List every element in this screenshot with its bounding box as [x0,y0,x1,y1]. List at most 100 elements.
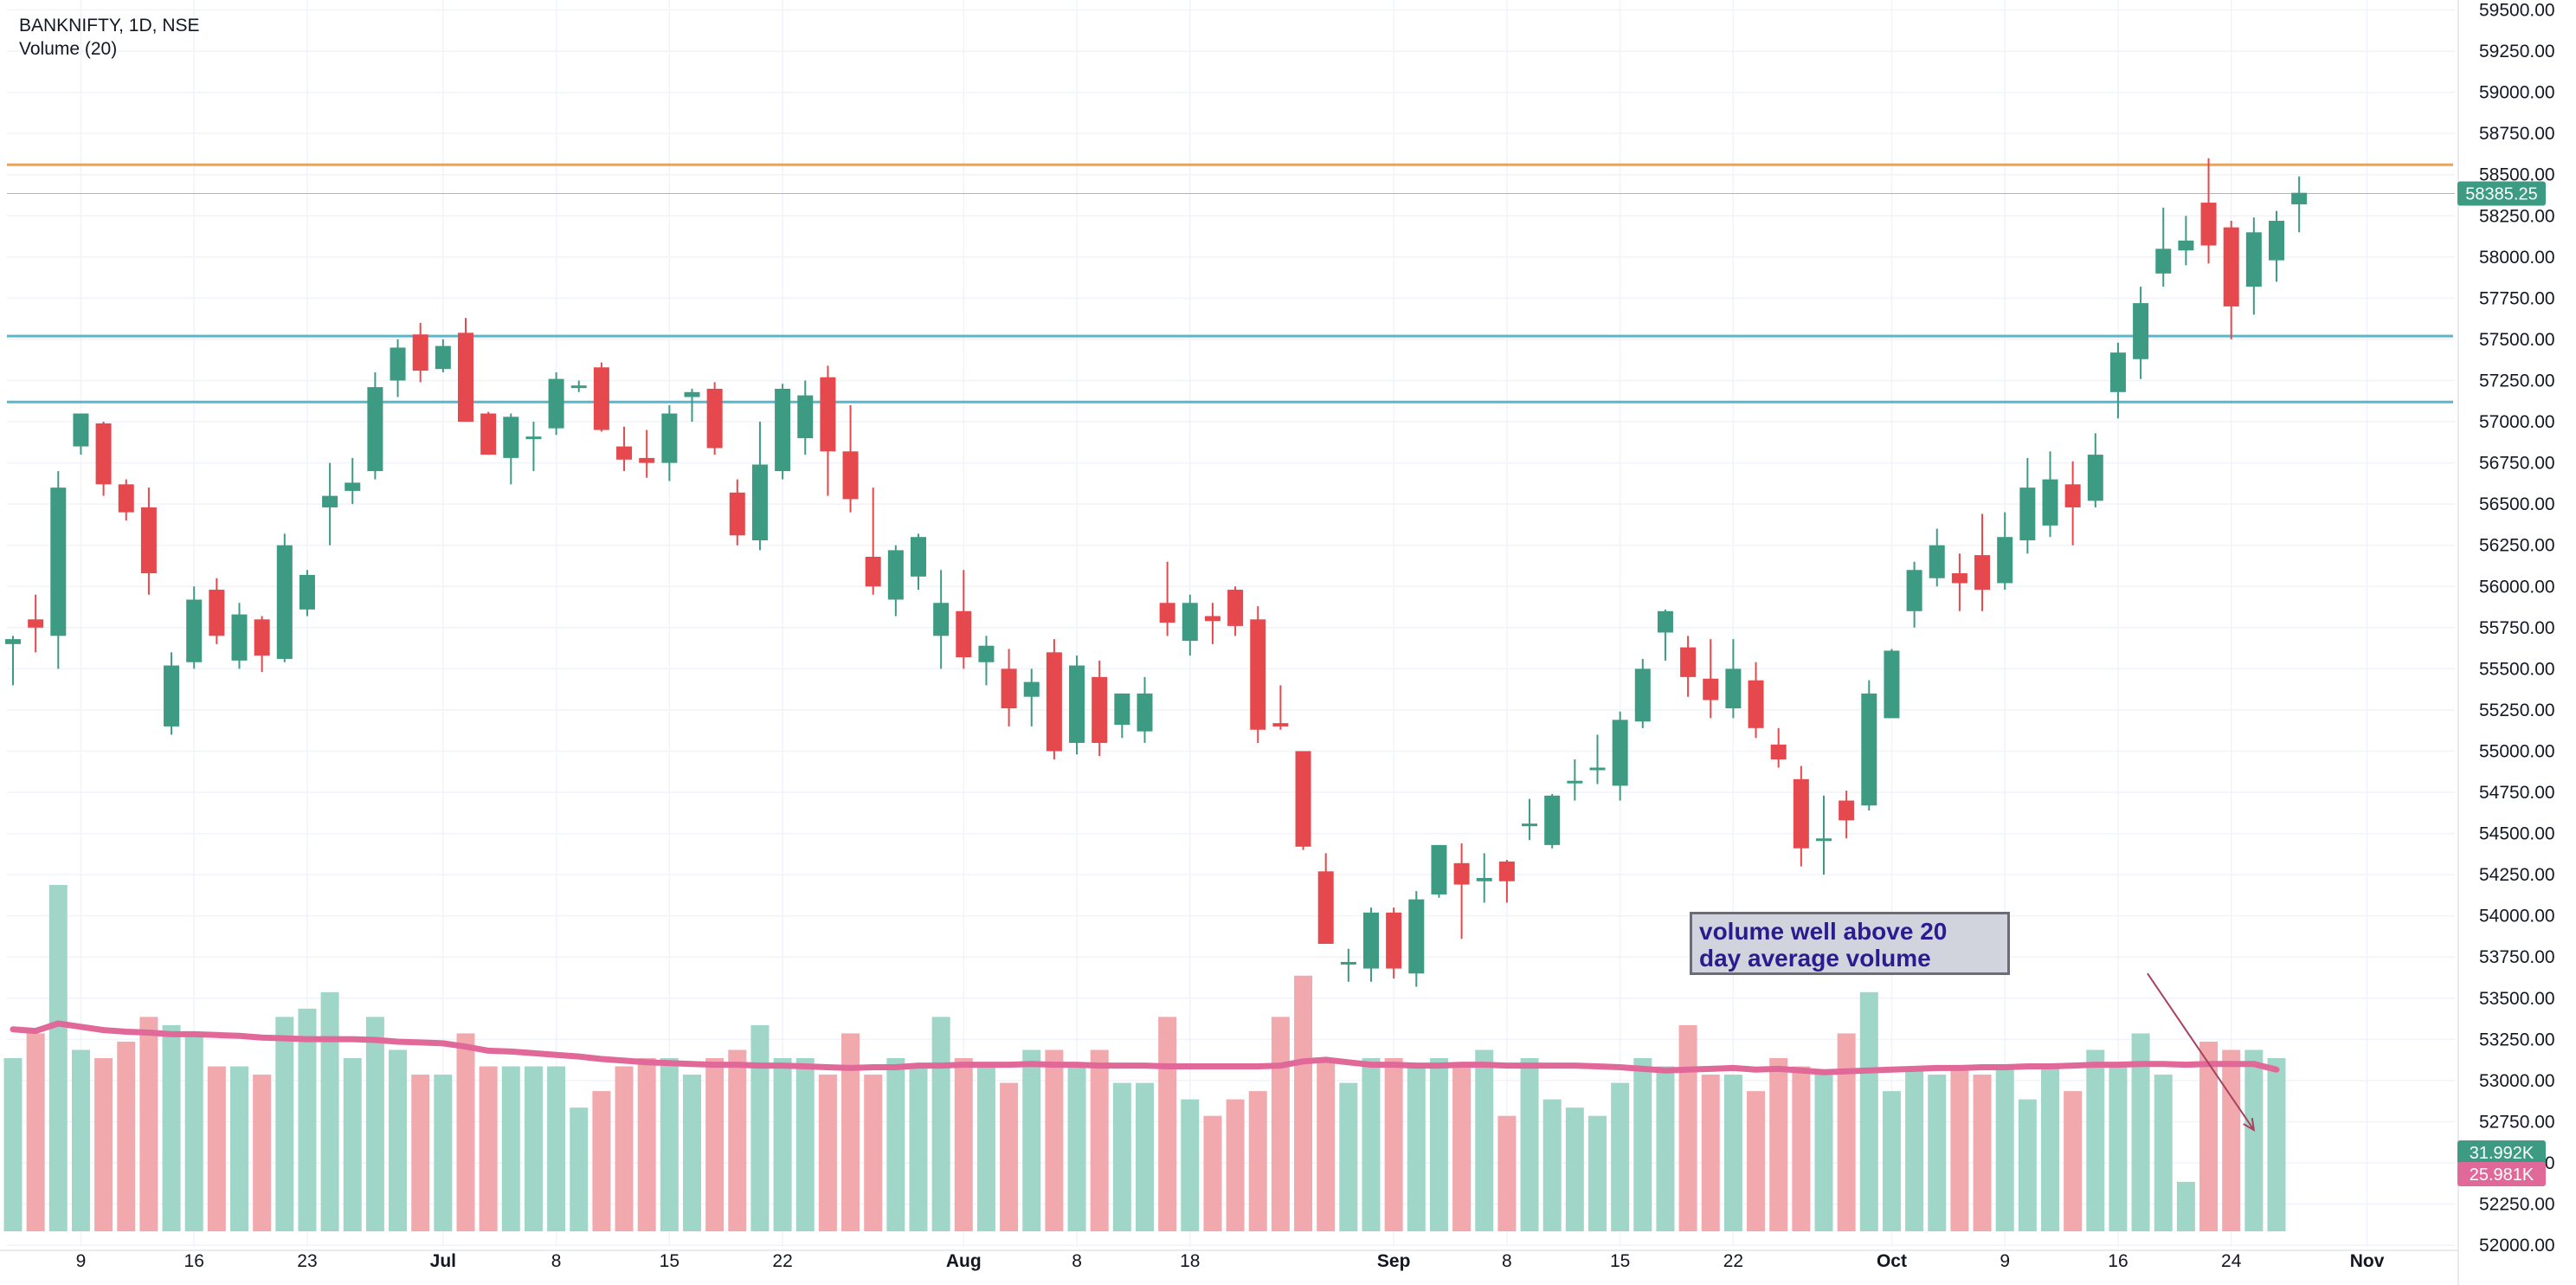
y-tick-label: 53250.00 [2479,1030,2555,1049]
candle-body [254,619,270,656]
candle-body [1770,744,1787,759]
candle-body [616,446,633,460]
volume-bar [1271,1017,1290,1231]
x-tick-label: 18 [1180,1251,1200,1271]
x-tick-label: 8 [551,1251,562,1271]
candle-body [1001,668,1017,709]
candle-body [2155,249,2172,274]
candle-body [2178,240,2194,251]
volume-bar [1611,1082,1630,1231]
candle-body [1725,668,1742,709]
volume-bar [728,1049,747,1231]
candles [5,158,2308,987]
horizontal-lines[interactable] [7,163,2455,404]
candle-body [1092,676,1108,743]
axis-tags: 58385.25 31.992K 25.981K [2457,181,2546,1186]
volume-bar [365,1017,384,1231]
candle-body [50,488,67,636]
volume-bar [864,1075,883,1231]
volume-bar [275,1017,294,1231]
x-tick-label: 16 [184,1251,204,1271]
volume-bar [1407,1066,1426,1231]
candle-body [911,537,926,577]
volume-bar [570,1107,589,1231]
volume-bar [660,1058,679,1231]
x-tick-label: Nov [2350,1251,2385,1271]
annotation-arrow[interactable] [2147,972,2255,1131]
volume-bar [1384,1058,1403,1231]
candle-body [1295,751,1311,847]
candle-body [570,385,587,389]
x-tick-label: 15 [660,1251,679,1271]
annotation-note[interactable]: volume well above 20 day average volume [1690,912,2010,975]
volume-bar [2176,1181,2195,1231]
volume-bar [1542,1099,1562,1231]
x-tick-label: 9 [76,1251,87,1271]
candle-body [1453,862,1470,885]
y-tick-label: 53750.00 [2479,947,2555,967]
volume-bar [1181,1099,1200,1231]
candle-body [775,388,791,472]
y-tick-label: 54250.00 [2479,865,2555,885]
candle-body [2245,232,2262,287]
volume-bar [1928,1075,1947,1231]
volume-bar [795,1058,815,1231]
candle-body [2019,488,2036,540]
volume-bar [26,1033,45,1231]
candle-body [842,451,859,500]
y-tick-label: 58750.00 [2479,124,2555,144]
volume-bar [2109,1066,2128,1231]
volume-bar [1656,1066,1675,1231]
candle-body [299,574,315,610]
volume-bar [705,1058,724,1231]
volume-bar [1317,1058,1336,1231]
candle-body [1476,877,1492,881]
y-tick-label: 58250.00 [2479,206,2555,226]
candle-body [5,639,21,644]
volume-bar [1158,1017,1177,1231]
y-tick-label: 56500.00 [2479,494,2555,514]
volume-bar [389,1049,408,1231]
candle-body [164,665,180,726]
candle-body [1884,650,1900,719]
candle-body [2223,227,2239,307]
volume-ma-line [10,1020,2280,1075]
candle-body [1363,912,1379,969]
volume-bar [71,1049,90,1231]
candle-body [231,614,248,661]
candle-body [1657,610,1673,633]
volume-bar [954,1058,973,1231]
volume-bar [1000,1082,1019,1231]
candle-body [1929,545,1945,578]
volume-bar [434,1075,453,1231]
volume-bar [1203,1115,1222,1231]
candle-body [751,464,768,540]
candle-body [1069,665,1085,743]
y-tick-label: 54000.00 [2479,907,2555,927]
volume-bar [2199,1041,2219,1231]
candle-body [1589,767,1606,771]
volume-bar [117,1041,136,1231]
y-tick-label: 57750.00 [2479,288,2555,308]
volume-bar [1339,1082,1358,1231]
candle-body [2291,192,2308,204]
candle-body [1159,603,1175,623]
volume-legend[interactable]: Volume (20) [19,39,118,59]
annotation-line-2: day average volume [1699,945,1931,972]
candle-body [1861,693,1877,806]
candle-body [73,413,89,447]
y-tick-label: 58500.00 [2479,165,2555,185]
candle-body [1023,681,1040,697]
volume-bar [637,1058,656,1231]
y-tick-label: 57000.00 [2479,412,2555,432]
x-tick-label: 24 [2221,1251,2242,1271]
volume-bar [2244,1049,2264,1231]
volume-bar [2018,1099,2037,1231]
candle-body [28,619,44,628]
candle-body [729,492,745,536]
candle-body [548,378,564,429]
symbol-legend[interactable]: BANKNIFTY, 1D, NSE [19,16,200,36]
candle-body [1997,537,2013,584]
volume-bar [615,1066,634,1231]
